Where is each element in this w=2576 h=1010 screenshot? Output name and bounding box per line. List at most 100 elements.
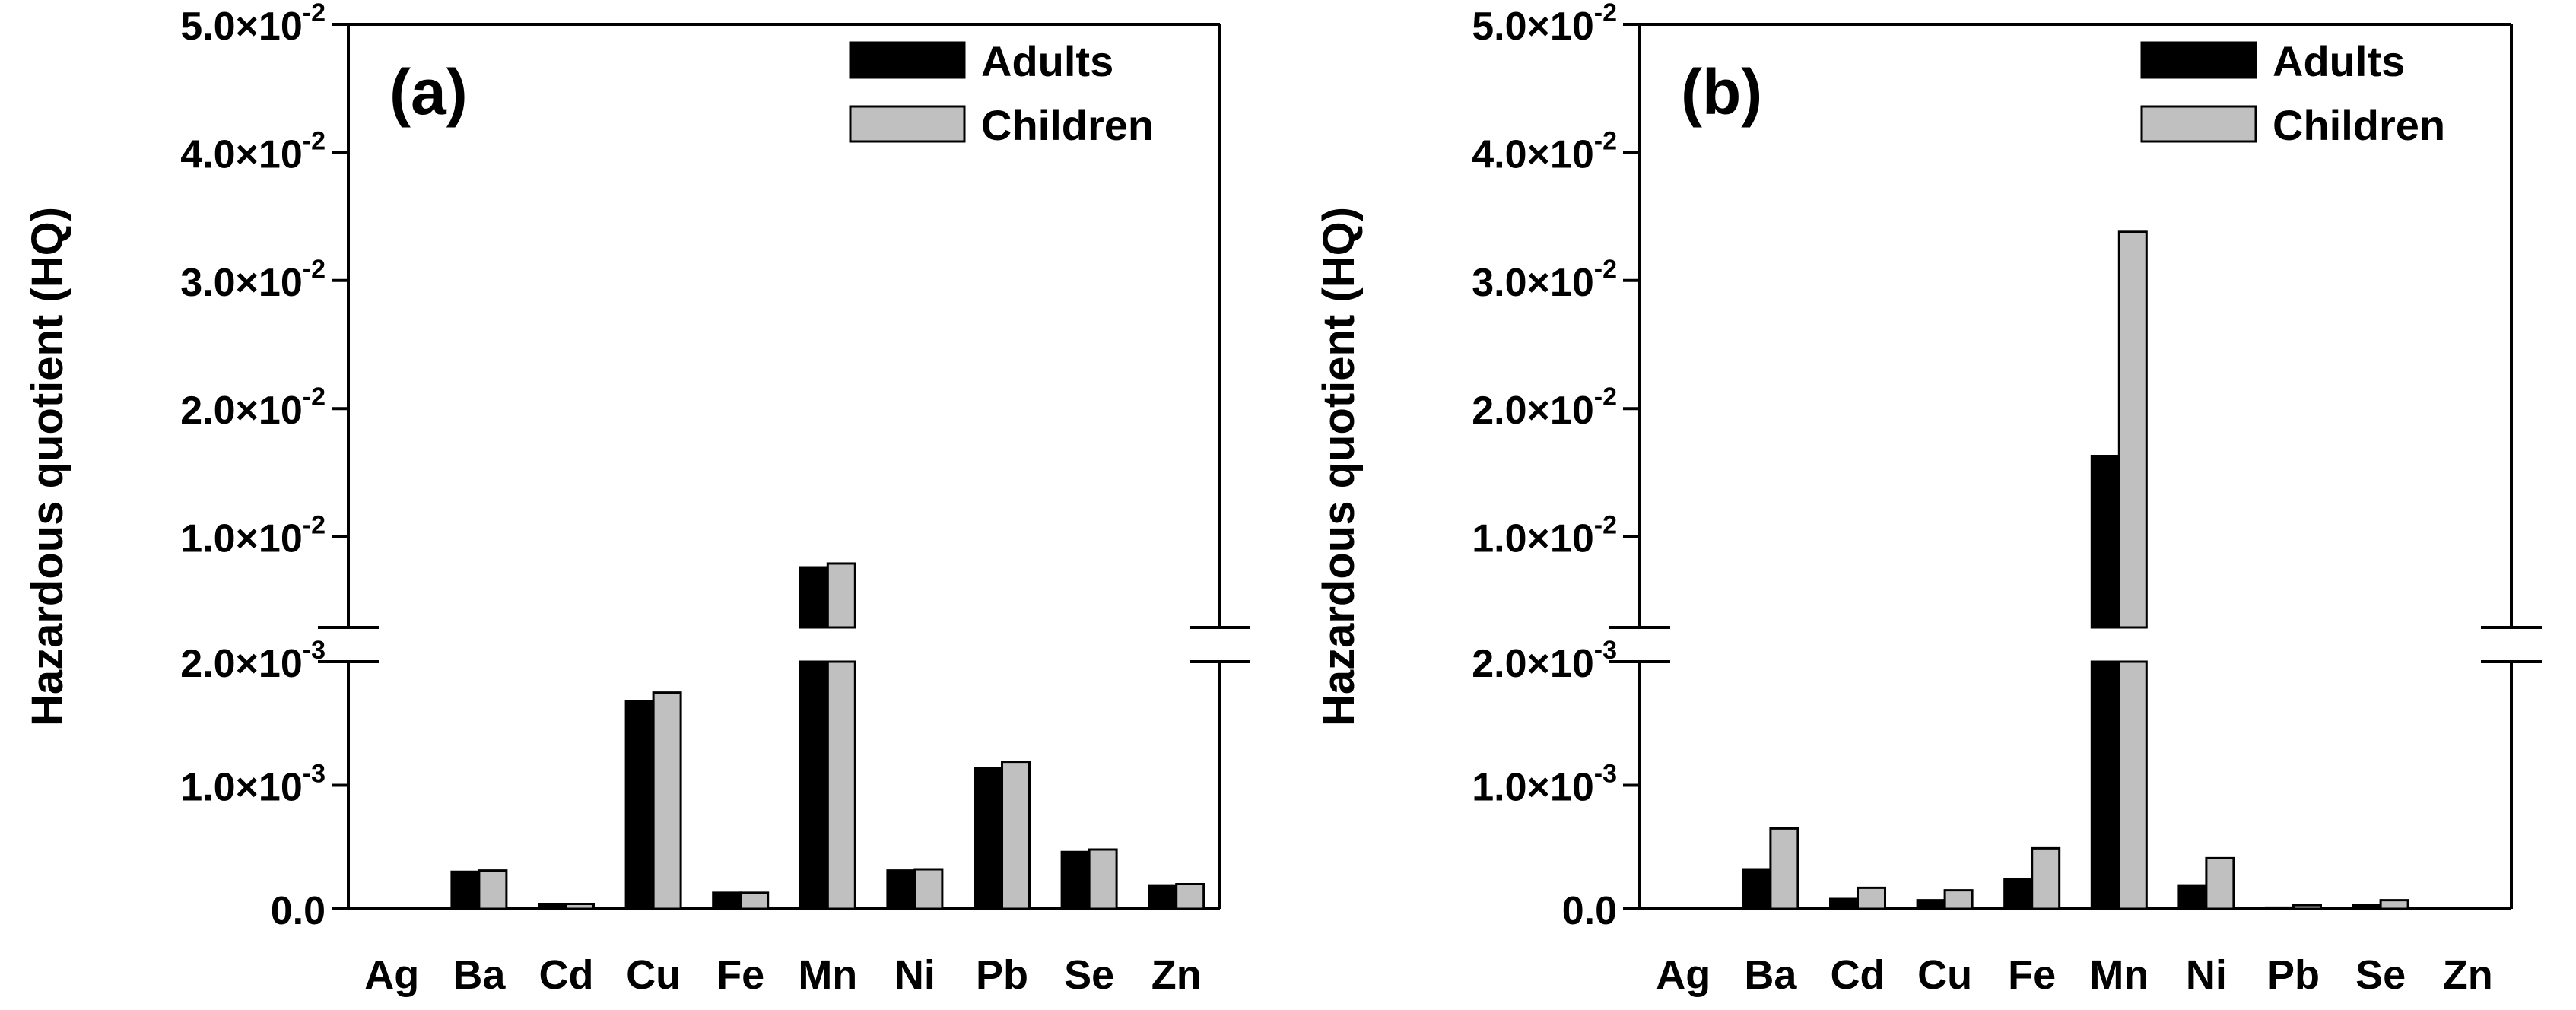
bar-children-ni: [2205, 856, 2235, 910]
x-tick-label: Cd: [1831, 952, 1885, 998]
panel-label: (b): [1681, 56, 1762, 128]
legend-swatch-children: [849, 105, 966, 143]
bar-adults-zn: [1148, 884, 1178, 910]
y-tick-exponent: -3: [303, 636, 326, 665]
y-tick-label: 0.0: [1562, 889, 1617, 933]
y-tick-label: 0.0: [271, 889, 326, 933]
y-axis-label: Hazardous quotient (HQ): [1314, 207, 1364, 726]
x-tick-label: Se: [2355, 952, 2406, 998]
legend-swatch-adults: [2140, 41, 2257, 79]
x-tick-label: Zn: [2443, 952, 2493, 998]
y-tick-label: 1.0×10-3: [180, 760, 326, 810]
bar-children-cd: [565, 903, 595, 910]
y-tick-exponent: -3: [303, 760, 326, 789]
y-tick-exponent: -2: [303, 126, 326, 155]
bar-children-zn: [1175, 883, 1205, 910]
x-tick-label: Ba: [1744, 952, 1797, 998]
bar-children-ba: [1769, 827, 1799, 910]
legend-label-adults: Adults: [2273, 37, 2405, 85]
y-tick-label: 1.0×10-3: [1472, 760, 1617, 810]
axis-frame: [347, 23, 1221, 910]
y-tick-label: 3.0×10-2: [180, 255, 326, 305]
y-tick-mantissa: 2.0×10: [1472, 642, 1594, 686]
legend-swatch-children: [2140, 105, 2257, 143]
y-tick-exponent: -2: [303, 383, 326, 411]
y-tick-mantissa: 1.0×10: [1472, 517, 1594, 561]
y-tick-exponent: -2: [303, 255, 326, 284]
bar-children-pb: [2292, 904, 2322, 910]
y-tick-mantissa: 3.0×10: [180, 261, 303, 305]
bar-adults-mn-lower: [2090, 660, 2120, 910]
x-tick-label: Cd: [539, 952, 594, 998]
y-tick-mantissa: 1.0×10: [180, 517, 303, 561]
bar-children-ba: [478, 869, 508, 910]
y-tick-label: 3.0×10-2: [1472, 255, 1617, 305]
bar-children-cu: [1943, 889, 1974, 910]
x-tick-label: Ag: [1656, 952, 1710, 998]
y-tick-exponent: -2: [303, 511, 326, 540]
bar-adults-cd: [538, 903, 567, 910]
y-tick-exponent: -2: [1594, 383, 1617, 411]
bar-adults-fe: [2003, 878, 2034, 910]
legend-label-children: Children: [981, 101, 1154, 149]
bar-adults-se: [1060, 850, 1091, 910]
y-tick-label: 4.0×10-2: [180, 126, 326, 176]
bar-adults-ni: [886, 869, 916, 910]
bar-children-pb: [1001, 761, 1031, 910]
y-tick-label: 1.0×10-2: [180, 511, 326, 561]
bar-children-mn-upper: [2117, 230, 2148, 629]
bar-children-fe: [739, 891, 770, 910]
y-tick-exponent: -2: [303, 0, 326, 27]
bar-adults-pb: [974, 767, 1003, 910]
x-tick-label: Pb: [2267, 952, 2320, 998]
y-tick-mantissa: 0.0: [271, 889, 326, 933]
y-tick-mantissa: 2.0×10: [180, 389, 303, 433]
y-tick-label: 4.0×10-2: [1472, 126, 1617, 176]
y-tick-label: 5.0×10-2: [1472, 0, 1617, 49]
bar-adults-ni: [2177, 884, 2208, 910]
y-tick-mantissa: 4.0×10: [180, 132, 303, 176]
bar-adults-pb: [2265, 906, 2295, 910]
x-tick-label: Mn: [798, 952, 857, 998]
y-tick-exponent: -2: [1594, 0, 1617, 27]
x-tick-label: Ni: [2186, 952, 2227, 998]
bar-children-mn-lower: [826, 660, 856, 910]
x-tick-label: Se: [1064, 952, 1114, 998]
bar-adults-mn-upper: [799, 566, 829, 629]
y-tick-mantissa: 4.0×10: [1472, 132, 1594, 176]
legend-label-adults: Adults: [981, 37, 1113, 85]
x-tick-label: Cu: [1917, 952, 1972, 998]
y-tick-mantissa: 3.0×10: [1472, 261, 1594, 305]
x-tick-label: Zn: [1151, 952, 1202, 998]
legend-swatch-adults: [849, 41, 966, 79]
bar-children-mn-upper: [826, 562, 856, 629]
legend-label-children: Children: [2273, 101, 2445, 149]
y-tick-mantissa: 1.0×10: [180, 766, 303, 810]
x-tick-label: Pb: [976, 952, 1028, 998]
y-tick-mantissa: 0.0: [1562, 889, 1617, 933]
y-tick-mantissa: 2.0×10: [1472, 389, 1594, 433]
chart-panel-a: 0.01.0×10-32.0×10-31.0×10-22.0×10-23.0×1…: [23, 0, 1250, 998]
bar-children-mn-lower: [2117, 660, 2148, 910]
y-tick-mantissa: 5.0×10: [1472, 5, 1594, 49]
x-tick-label: Ag: [364, 952, 419, 998]
y-tick-label: 5.0×10-2: [180, 0, 326, 49]
y-tick-exponent: -2: [1594, 126, 1617, 155]
y-tick-exponent: -3: [1594, 636, 1617, 665]
bar-children-cu: [652, 691, 682, 910]
y-tick-label: 2.0×10-3: [1472, 636, 1617, 686]
y-tick-label: 2.0×10-2: [1472, 383, 1617, 433]
x-tick-label: Ba: [453, 952, 506, 998]
bar-children-se: [1088, 848, 1118, 910]
y-axis-label: Hazardous quotient (HQ): [23, 207, 72, 726]
y-tick-exponent: -3: [1594, 760, 1617, 789]
axis-frame: [1638, 23, 2513, 910]
chart-panel-b: 0.01.0×10-32.0×10-31.0×10-22.0×10-23.0×1…: [1314, 0, 2542, 998]
bar-adults-cd: [1829, 897, 1859, 910]
y-tick-mantissa: 5.0×10: [180, 5, 303, 49]
y-tick-label: 2.0×10-2: [180, 383, 326, 433]
x-tick-label: Mn: [2089, 952, 2149, 998]
y-tick-exponent: -2: [1594, 511, 1617, 540]
y-tick-mantissa: 2.0×10: [180, 642, 303, 686]
